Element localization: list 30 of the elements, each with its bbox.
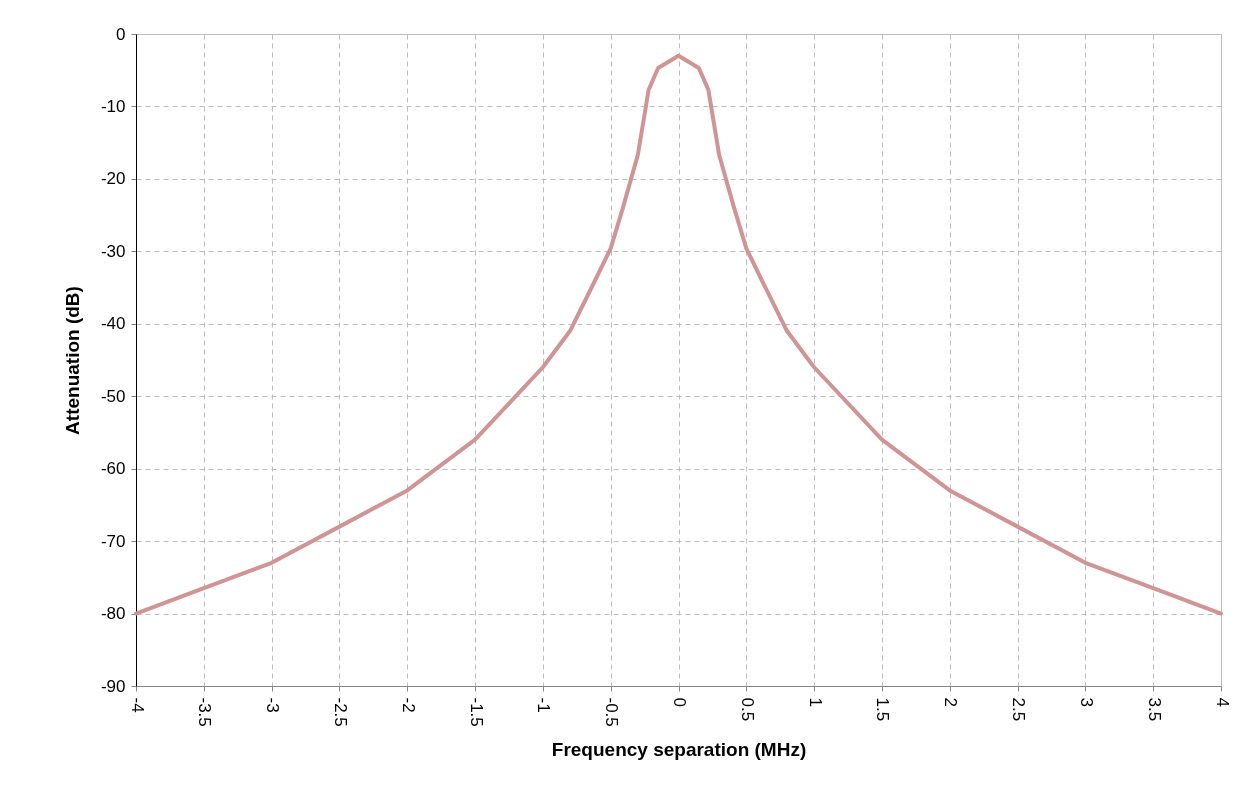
x-tick-label: 2.5	[1009, 697, 1029, 722]
y-axis-title: Attenuation (dB)	[61, 286, 83, 435]
x-tick-label: -2.5	[330, 697, 350, 727]
x-axis-title: Frequency separation (MHz)	[551, 738, 807, 760]
line-series	[134, 53, 1223, 616]
x-tick-label: -1	[534, 697, 554, 713]
y-tick-label: -40	[100, 314, 126, 334]
x-tick-label: 4	[1212, 697, 1232, 707]
x-tick-label: -3	[263, 697, 283, 713]
x-tick-label: -4	[127, 697, 147, 713]
y-tick-label: -90	[100, 676, 126, 696]
y-tick-label: -80	[100, 604, 126, 624]
x-tick-label: 3	[1076, 697, 1096, 707]
x-tick-label: -3.5	[195, 697, 215, 727]
y-tick-label: -30	[100, 241, 126, 261]
y-tick-label: -10	[100, 96, 126, 116]
x-tick-label: -1.5	[466, 697, 486, 727]
x-tick-label: -0.5	[602, 697, 622, 727]
y-tick-label: -50	[100, 386, 126, 406]
y-tick-label: -70	[100, 531, 126, 551]
y-tick-label: -60	[100, 459, 126, 479]
x-tick-label: 3.5	[1144, 697, 1164, 722]
x-tick-label: 0.5	[737, 697, 757, 722]
y-tick-label: -20	[100, 169, 126, 189]
y-tick-label: 0	[116, 24, 126, 44]
x-tick-label: 1.5	[873, 697, 893, 722]
x-tick-label: 1	[805, 697, 825, 707]
x-tick-label: 2	[941, 697, 961, 707]
x-tick-label: -2	[398, 697, 418, 713]
x-tick-label: 0	[670, 697, 689, 707]
